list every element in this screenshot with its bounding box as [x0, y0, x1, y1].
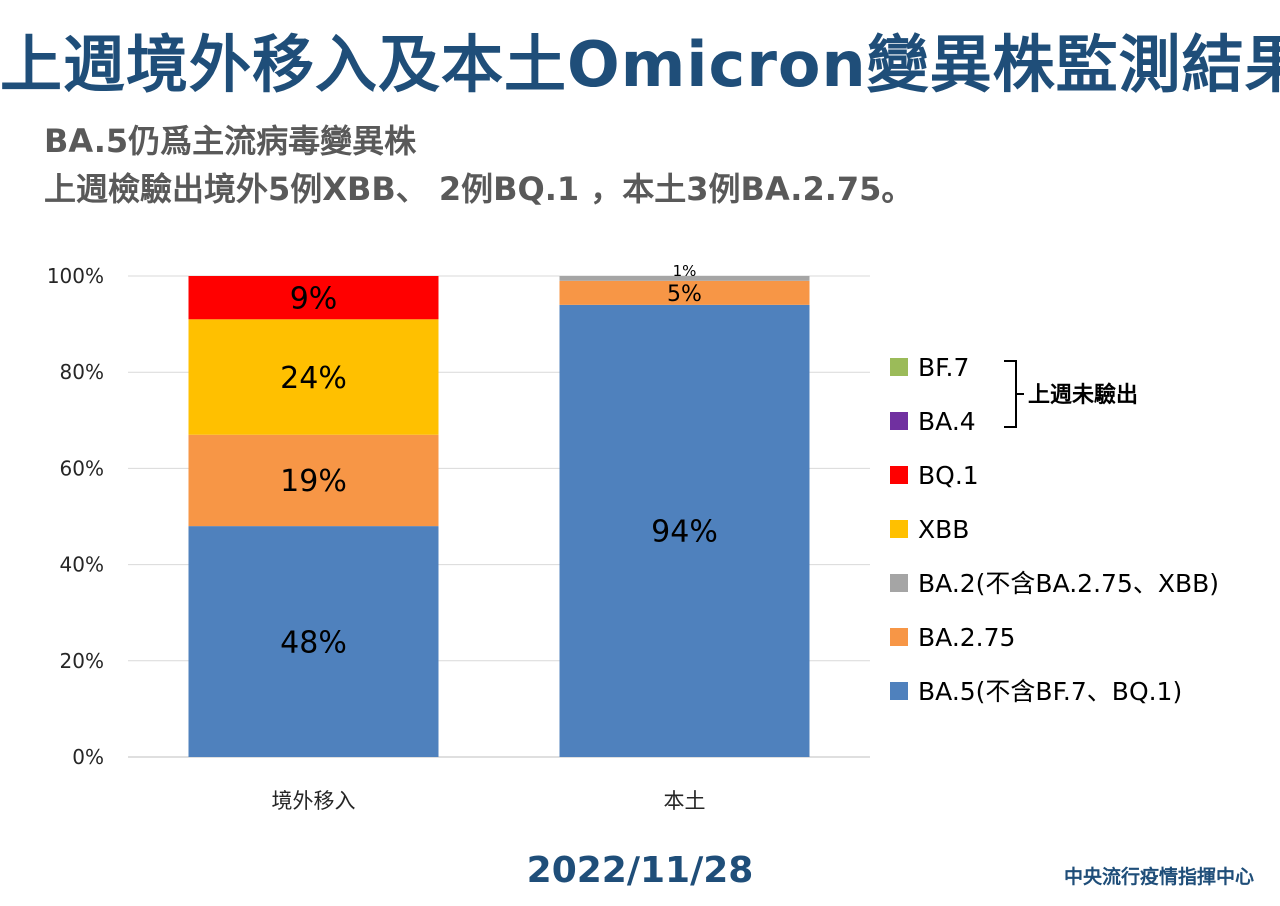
x-tick-label: 境外移入 — [272, 789, 356, 813]
legend-label: XBB — [918, 515, 969, 544]
data-label: 9% — [290, 281, 338, 316]
y-tick-label: 20% — [60, 649, 104, 673]
x-tick-label: 本土 — [664, 789, 706, 813]
bar-segment — [559, 280, 810, 305]
legend-label: BA.4 — [918, 407, 976, 436]
data-label: 5% — [667, 282, 702, 307]
y-tick-label: 40% — [60, 553, 104, 577]
legend-label: BQ.1 — [918, 461, 979, 490]
data-label: 19% — [280, 464, 347, 499]
report-date: 2022/11/28 — [526, 850, 754, 891]
legend-label: BA.2.75 — [918, 623, 1015, 652]
bar-segment — [188, 319, 439, 435]
legend-swatch — [890, 412, 908, 430]
y-tick-label: 100% — [47, 264, 104, 288]
legend-swatch — [890, 520, 908, 538]
legend-swatch — [890, 628, 908, 646]
subtitle-line-1: BA.5仍爲主流病毒變異株 — [44, 122, 417, 160]
bar-segment — [559, 276, 810, 281]
legend-swatch — [890, 358, 908, 376]
organization-name: 中央流行疫情指揮中心 — [1063, 866, 1254, 888]
legend-bracket — [1004, 360, 1024, 428]
legend-label: BA.2(不含BA.2.75、XBB) — [918, 569, 1219, 598]
data-label: 48% — [280, 625, 347, 660]
y-tick-label: 60% — [60, 456, 104, 480]
bar-segment — [188, 434, 439, 527]
bracket-label: 上週未驗出 — [1028, 382, 1138, 408]
page-title: 上週境外移入及本土Omicron變異株監測結果 — [0, 28, 1280, 101]
subtitle-line-2: 上週檢驗出境外5例XBB、 2例BQ.1 ，本土3例BA.2.75。 — [44, 170, 914, 208]
data-label: 24% — [280, 361, 347, 396]
y-tick-label: 0% — [72, 745, 104, 769]
bar-segment — [188, 526, 439, 757]
bar-segment — [188, 276, 439, 320]
bar-segment — [559, 304, 810, 757]
legend-swatch — [890, 466, 908, 484]
legend-label: BA.5(不含BF.7、BQ.1) — [918, 677, 1182, 706]
legend-swatch — [890, 574, 908, 592]
legend-swatch — [890, 682, 908, 700]
legend-label: BF.7 — [918, 353, 969, 382]
data-label: 1% — [673, 262, 697, 280]
y-tick-label: 80% — [60, 360, 104, 384]
data-label: 94% — [651, 515, 718, 550]
